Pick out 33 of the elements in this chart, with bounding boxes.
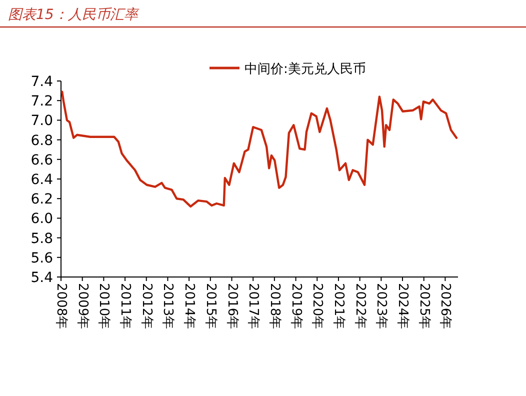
y-tick-label: 6.2 — [30, 192, 53, 208]
y-tick-label: 5.4 — [30, 270, 54, 286]
x-tick-label: 2008年 — [54, 283, 68, 330]
x-tick-label: 2013年 — [160, 283, 176, 330]
y-tick-label: 5.6 — [30, 250, 54, 266]
x-tick-label: 2023年 — [374, 283, 389, 330]
y-tick-label: 7.4 — [30, 74, 54, 90]
title: 图表15：人民币汇率 — [8, 7, 138, 23]
x-tick-label: 2016年 — [224, 283, 240, 330]
legend: 中间价:美元兑人民币 — [210, 62, 366, 77]
x-tick-label: 2015年 — [202, 283, 218, 330]
y-tick-label: 6.8 — [30, 132, 53, 149]
x-tick-label: 2011年 — [118, 283, 133, 330]
x-tick-label: 2017年 — [246, 283, 261, 330]
y-tick-label: 7.2 — [30, 94, 53, 110]
x-tick-label: 2009年 — [74, 283, 90, 330]
y-tick-label: 7.0 — [30, 113, 53, 130]
legend-label: 中间价:美元兑人民币 — [244, 61, 366, 77]
x-tick-label: 2020年 — [310, 283, 325, 330]
x-tick-label: 2010年 — [96, 283, 112, 330]
y-tick-label: 5.8 — [30, 230, 53, 247]
x-tick-label: 2014年 — [182, 283, 197, 330]
x-tick-label: 2019年 — [288, 283, 304, 330]
x-tick-label: 2024年 — [395, 283, 410, 330]
x-tick-label: 2021年 — [330, 283, 346, 330]
x-tick-label: 2022年 — [352, 283, 368, 330]
x-tick-label: 2026年 — [438, 283, 453, 330]
y-tick-label: 6.0 — [30, 211, 53, 228]
y-tick-label: 6.6 — [30, 152, 54, 168]
x-tick-label: 2018年 — [266, 283, 282, 330]
x-tick-label: 2012年 — [138, 283, 154, 330]
x-tick-label: 2025年 — [416, 283, 432, 330]
y-tick-label: 6.4 — [30, 172, 54, 188]
